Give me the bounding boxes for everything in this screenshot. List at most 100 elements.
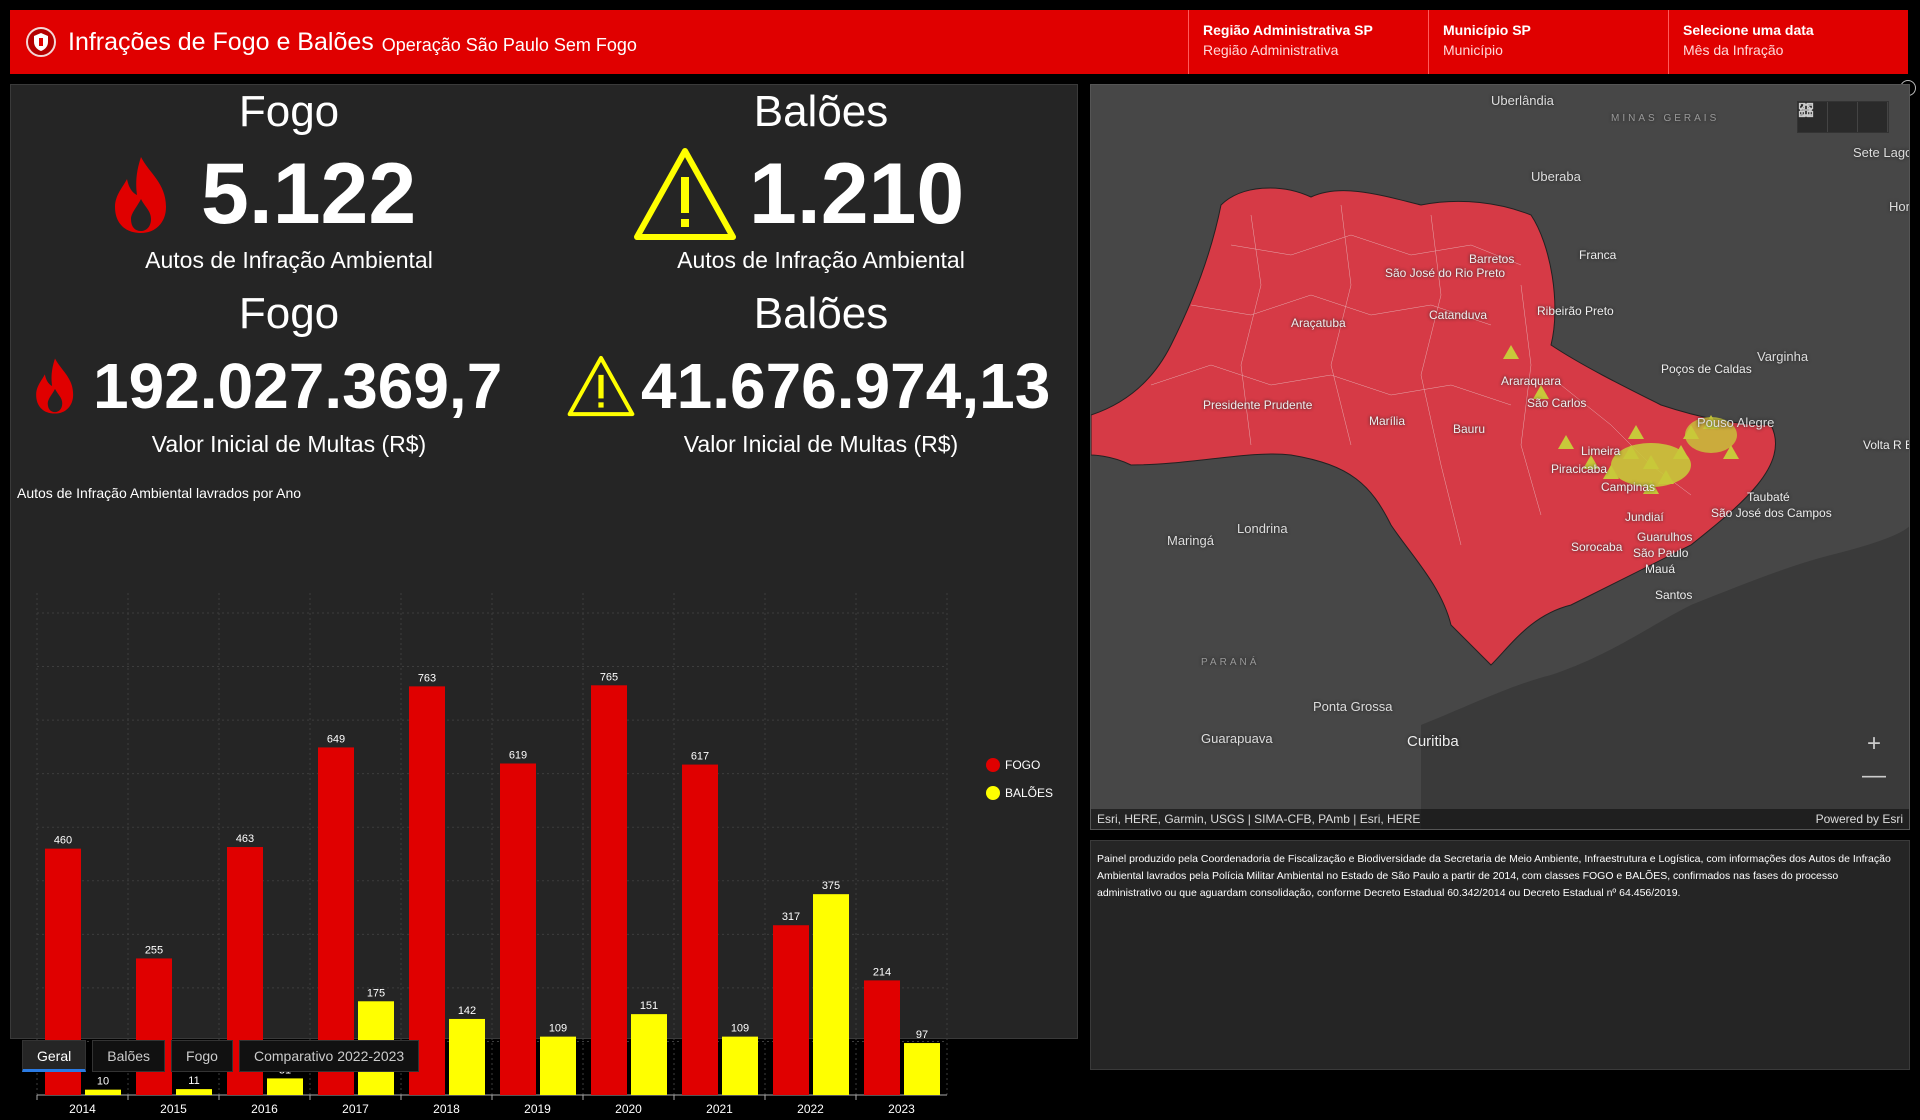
bar-fogo <box>318 747 354 1095</box>
bar-value-label: 649 <box>327 733 345 745</box>
attribution-text: Esri, HERE, Garmin, USGS | SIMA-CFB, PAm… <box>1097 812 1421 826</box>
legend-label: BALÕES <box>1005 785 1053 800</box>
indicator-fogo-value-subtitle: Valor Inicial de Multas (R$) <box>151 431 427 457</box>
bar-value-label: 142 <box>458 1005 476 1017</box>
tab-geral[interactable]: Geral <box>22 1040 87 1072</box>
bar-balões <box>85 1089 121 1095</box>
map-label: São José dos Campos <box>1711 506 1832 520</box>
legend-label: FOGO <box>1005 758 1040 772</box>
tab-comparativo[interactable]: Comparativo 2022-2023 <box>238 1040 420 1072</box>
map-label: Londrina <box>1237 521 1288 536</box>
bar-value-label: 175 <box>367 987 385 999</box>
bar-value-label: 10 <box>97 1076 109 1088</box>
indicator-fogo-count-title: Fogo <box>238 87 340 136</box>
bar-fogo <box>136 958 172 1095</box>
map-label: Barretos <box>1469 252 1515 266</box>
map-attribution: Esri, HERE, Garmin, USGS | SIMA-CFB, PAm… <box>1091 809 1909 829</box>
map-label: Limeira <box>1581 444 1621 458</box>
map-label: Hor <box>1889 199 1910 214</box>
chart-title: Autos de Infração Ambiental lavrados por… <box>17 485 302 501</box>
filter-value: Município <box>1443 42 1503 58</box>
filter-value: Mês da Infração <box>1683 42 1784 58</box>
legend-list-icon[interactable] <box>1800 102 1858 132</box>
x-tick-label: 2022 <box>797 1102 824 1116</box>
map-label: Marília <box>1369 414 1406 428</box>
bar-balões <box>449 1018 485 1095</box>
zoom-in-button[interactable]: + <box>1866 730 1881 757</box>
filter-data[interactable]: Selecione uma data Mês da Infração <box>1668 10 1908 74</box>
map-widget-toolbar <box>1797 101 1889 133</box>
zoom-out-button[interactable]: — <box>1862 762 1886 789</box>
map-label: Sete Lago <box>1853 145 1910 160</box>
map-label: Pouso Alegre <box>1697 415 1775 430</box>
bar-value-label: 109 <box>549 1023 567 1035</box>
bar-value-label: 214 <box>873 966 891 978</box>
bar-value-label: 151 <box>640 1000 658 1012</box>
map-label: Curitiba <box>1407 733 1459 750</box>
description-panel: Painel produzido pela Coordenadoria de F… <box>1090 840 1910 1070</box>
filter-municipio[interactable]: Município SP Município <box>1428 10 1668 74</box>
bar-fogo <box>773 925 809 1095</box>
map-view[interactable]: Uberlândia MINAS GERAIS Sete Lago Uberab… <box>1090 84 1910 830</box>
bar-value-label: 11 <box>188 1075 199 1087</box>
x-tick-label: 2017 <box>342 1102 369 1116</box>
bar-balões <box>904 1043 940 1095</box>
tab-baloes[interactable]: Balões <box>92 1040 166 1072</box>
app-subtitle: Operação São Paulo Sem Fogo <box>381 34 637 55</box>
bar-balões <box>267 1078 303 1095</box>
tab-fogo[interactable]: Fogo <box>171 1040 233 1072</box>
indicator-baloes-value-title: Balões <box>753 289 889 338</box>
warning-icon <box>567 355 635 417</box>
bar-value-label: 617 <box>691 751 709 763</box>
bar-value-label: 763 <box>418 672 436 684</box>
indicator-fogo-value-value: 192.027.369,7 <box>93 350 503 422</box>
legend-swatch <box>986 758 1000 772</box>
basemap-gallery-icon[interactable] <box>1798 102 1888 132</box>
map-label: Varginha <box>1757 349 1809 364</box>
description-text: Painel produzido pela Coordenadoria de F… <box>1097 853 1891 899</box>
map-label: Volta R Barra M <box>1863 438 1909 452</box>
bar-balões <box>540 1036 576 1095</box>
indicator-baloes-value-value: 41.676.974,13 <box>641 350 1051 422</box>
header-bar: Infrações de Fogo e Balões Operação São … <box>10 10 1908 74</box>
filter-value: Região Administrativa <box>1203 42 1339 58</box>
map-label: PARANÁ <box>1201 657 1260 668</box>
bar-balões <box>176 1089 212 1095</box>
indicator-baloes-count-title: Balões <box>753 87 889 136</box>
bar-fogo <box>591 685 627 1095</box>
map-label: São José do Rio Preto <box>1385 266 1506 280</box>
legend-swatch <box>986 786 1000 800</box>
x-tick-label: 2016 <box>251 1102 278 1116</box>
sp-coat-of-arms-logo <box>26 27 56 57</box>
bar-fogo <box>500 763 536 1095</box>
map-label: MINAS GERAIS <box>1611 113 1720 124</box>
bar-value-label: 375 <box>822 880 840 892</box>
map-label: Catanduva <box>1429 308 1488 322</box>
map-label: Sorocaba <box>1571 540 1623 554</box>
bar-chart: 4601020142551120154633120166491752017763… <box>36 593 1053 1116</box>
map-label: Mauá <box>1645 562 1676 576</box>
powered-by-link[interactable]: Powered by Esri <box>1815 812 1903 826</box>
map-label: Franca <box>1579 248 1617 262</box>
indicators-panel: Fogo 5.122 Autos de Infração Ambiental B… <box>10 84 1078 1116</box>
x-tick-label: 2018 <box>433 1102 460 1116</box>
x-tick-label: 2014 <box>69 1102 96 1116</box>
map-canvas[interactable] <box>1091 85 1910 830</box>
map-label: Campinas <box>1601 480 1656 494</box>
filter-regiao-administrativa[interactable]: Região Administrativa SP Região Administ… <box>1188 10 1428 74</box>
app-title: Infrações de Fogo e Balões <box>68 27 374 56</box>
filter-title: Região Administrativa SP <box>1203 22 1373 38</box>
bar-fogo <box>409 686 445 1095</box>
indicator-fogo-count-subtitle: Autos de Infração Ambiental <box>145 247 433 273</box>
map-label: Bauru <box>1453 422 1486 436</box>
bar-value-label: 109 <box>731 1023 749 1035</box>
indicator-baloes-count-value: 1.210 <box>749 146 965 242</box>
bar-value-label: 97 <box>916 1029 928 1041</box>
x-tick-label: 2023 <box>888 1102 915 1116</box>
indicator-baloes-count-subtitle: Autos de Infração Ambiental <box>677 247 965 273</box>
warning-icon <box>634 148 736 240</box>
map-label: Ponta Grossa <box>1313 699 1393 714</box>
bar-value-label: 255 <box>145 944 163 956</box>
fire-icon <box>115 157 166 233</box>
map-label: Uberlândia <box>1491 93 1554 108</box>
